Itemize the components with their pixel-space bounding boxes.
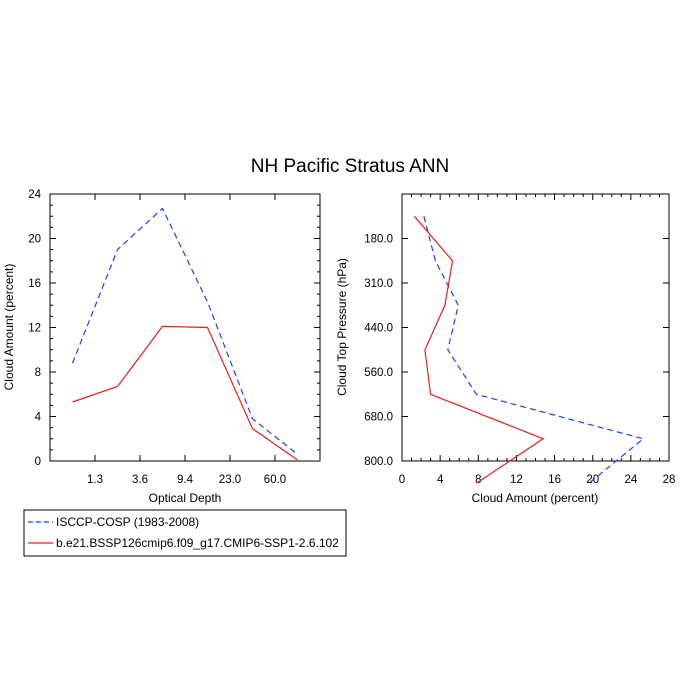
right-series-lines xyxy=(413,215,645,484)
right-x-tick-label: 16 xyxy=(548,474,561,486)
right-x-tick-label: 24 xyxy=(624,474,637,486)
right-series-model-line xyxy=(413,215,545,484)
right-series-obs-line xyxy=(423,216,645,484)
left-y-tick-label: 16 xyxy=(28,278,41,290)
left-y-tick-label: 12 xyxy=(28,323,41,335)
left-x-tick-label: 1.3 xyxy=(87,474,103,486)
right-plot-frame xyxy=(401,193,670,462)
right-x-tick-label: 4 xyxy=(437,474,444,486)
right-y-tick-label: 560.0 xyxy=(364,367,393,379)
legend: ISCCP-COSP (1983-2008) b.e21.BSSP126cmip… xyxy=(23,509,347,557)
left-x-tick-label: 60.0 xyxy=(264,474,286,486)
legend-label-model: b.e21.BSSP126cmip6.f09_g17.CMIP6-SSP1-2.… xyxy=(56,536,339,550)
right-y-axis-label: Cloud Top Pressure (hPa) xyxy=(335,258,349,396)
left-x-tick-label: 3.6 xyxy=(132,474,148,486)
right-x-tick-label: 8 xyxy=(475,474,481,486)
right-x-tick-label: 0 xyxy=(399,474,405,486)
left-y-tick-label: 24 xyxy=(28,189,41,201)
left-x-axis-label: Optical Depth xyxy=(149,491,222,505)
right-panel-cloud-top-pressure: 0 4 8 12 16 20 24 28180.0310.0440.0560.0680.080… xyxy=(335,193,676,505)
right-y-tick-label: 180.0 xyxy=(364,234,393,246)
right-y-tick-label: 800.0 xyxy=(364,456,393,468)
left-series-obs-line xyxy=(71,207,298,455)
legend-label-obs: ISCCP-COSP (1983-2008) xyxy=(56,515,199,529)
left-y-tick-label: 8 xyxy=(35,367,41,379)
right-x-tick-label: 28 xyxy=(663,474,676,486)
left-axis-ticks: 1.3 3.6 9.4 23.0 60.0 0 4 8 12 16 20 24 xyxy=(28,189,321,486)
left-series-lines xyxy=(71,207,298,461)
right-y-tick-label: 440.0 xyxy=(364,323,393,335)
left-series-model-line xyxy=(72,325,298,461)
right-y-tick-label: 680.0 xyxy=(364,412,393,424)
left-x-tick-label: 23.0 xyxy=(219,474,241,486)
left-y-tick-label: 0 xyxy=(35,456,41,468)
right-axis-ticks: 0 4 8 12 16 20 24 28180.0310.0440.0560.0680.080… xyxy=(364,193,676,486)
left-panel-optical-depth: 1.3 3.6 9.4 23.0 60.0 0 4 8 12 16 20 24 Optical Dep… xyxy=(2,189,321,505)
left-y-tick-label: 4 xyxy=(35,412,42,424)
right-x-axis-label: Cloud Amount (percent) xyxy=(472,491,599,505)
figure-title: NH Pacific Stratus ANN xyxy=(251,156,450,177)
left-y-axis-label: Cloud Amount (percent) xyxy=(2,264,16,391)
left-x-tick-label: 9.4 xyxy=(177,474,194,486)
legend-box xyxy=(23,509,347,557)
right-x-tick-label: 12 xyxy=(510,474,523,486)
right-y-tick-label: 310.0 xyxy=(364,278,393,290)
left-y-tick-label: 20 xyxy=(28,234,41,246)
